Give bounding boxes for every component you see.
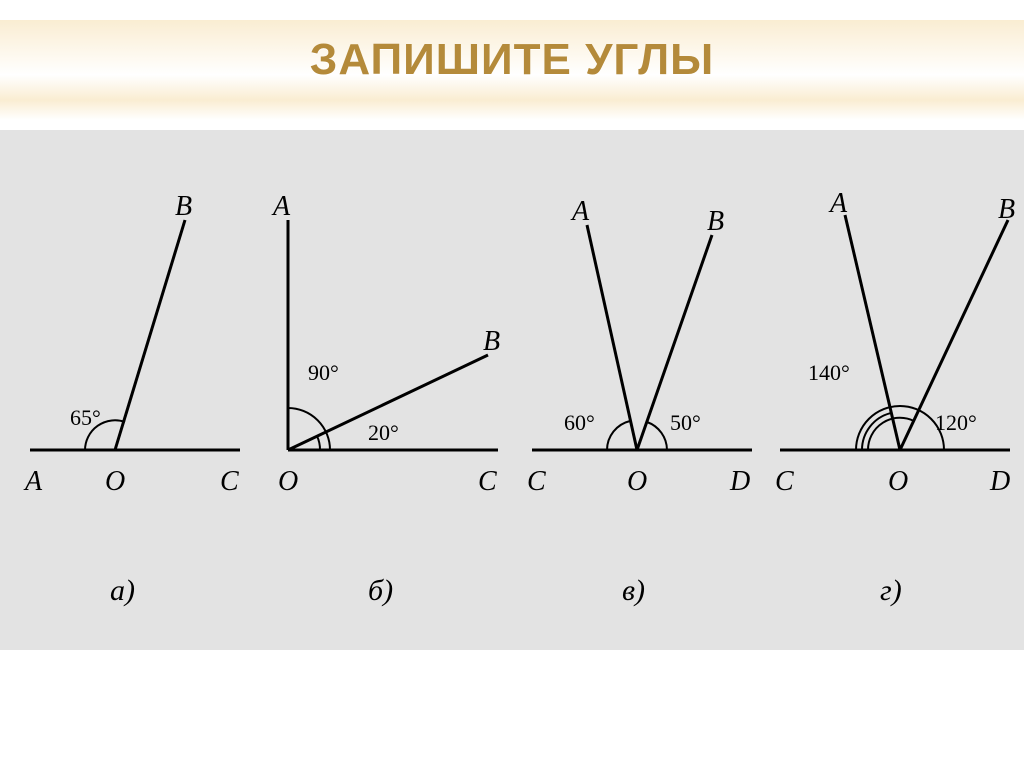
- label-D-v: D: [729, 466, 750, 497]
- angle-aod-g-label: 140°: [808, 360, 850, 385]
- angle-aoc-v-label: 60°: [564, 410, 595, 435]
- label-C-b: C: [478, 466, 497, 497]
- arc-aoc-v: [607, 421, 630, 450]
- label-A-g: A: [828, 188, 848, 219]
- label-O-b: O: [278, 466, 298, 497]
- label-B-v: B: [707, 206, 724, 237]
- figure-v: C O D A B 60° 50° в): [512, 140, 762, 640]
- label-C: C: [220, 466, 239, 497]
- ray-ob: [115, 220, 185, 450]
- diagram-area: A O C B 65° a) A O C B 90° 20°: [0, 130, 1024, 650]
- arc-aoc: [288, 408, 330, 450]
- sublabel-b: б): [368, 574, 393, 607]
- sublabel-v: в): [622, 574, 645, 607]
- figure-g: C O D A B 140° 120° г): [760, 140, 1020, 640]
- figure-b: A O C B 90° 20° б): [268, 140, 518, 640]
- sublabel-g: г): [880, 574, 902, 607]
- label-A-v: A: [570, 196, 590, 227]
- angle-aob-label: 65°: [70, 405, 101, 430]
- label-A: A: [23, 466, 43, 497]
- title-band: ЗАПИШИТЕ УГЛЫ: [0, 0, 1024, 120]
- label-B-b: B: [483, 326, 500, 357]
- angle-bod-v-label: 50°: [670, 410, 701, 435]
- label-C-v: C: [527, 466, 546, 497]
- sublabel-a: a): [110, 574, 135, 607]
- label-B: B: [175, 191, 192, 222]
- label-O: O: [105, 466, 125, 497]
- angle-boc-g-label: 120°: [935, 410, 977, 435]
- arc-extra-g: [862, 413, 891, 450]
- figure-a: A O C B 65° a): [10, 140, 260, 640]
- label-O-v: O: [627, 466, 647, 497]
- page-title: ЗАПИШИТЕ УГЛЫ: [310, 35, 714, 85]
- label-B-g: B: [998, 194, 1015, 225]
- label-O-g: O: [888, 466, 908, 497]
- label-D-g: D: [989, 466, 1010, 497]
- page: ЗАПИШИТЕ УГЛЫ A O C B 65° a): [0, 0, 1024, 767]
- label-A-b: A: [271, 191, 291, 222]
- label-C-g: C: [775, 466, 794, 497]
- arc-boc: [317, 436, 320, 450]
- angle-aoc-label: 90°: [308, 360, 339, 385]
- arc-bod-v: [647, 422, 667, 450]
- angle-boc-label: 20°: [368, 420, 399, 445]
